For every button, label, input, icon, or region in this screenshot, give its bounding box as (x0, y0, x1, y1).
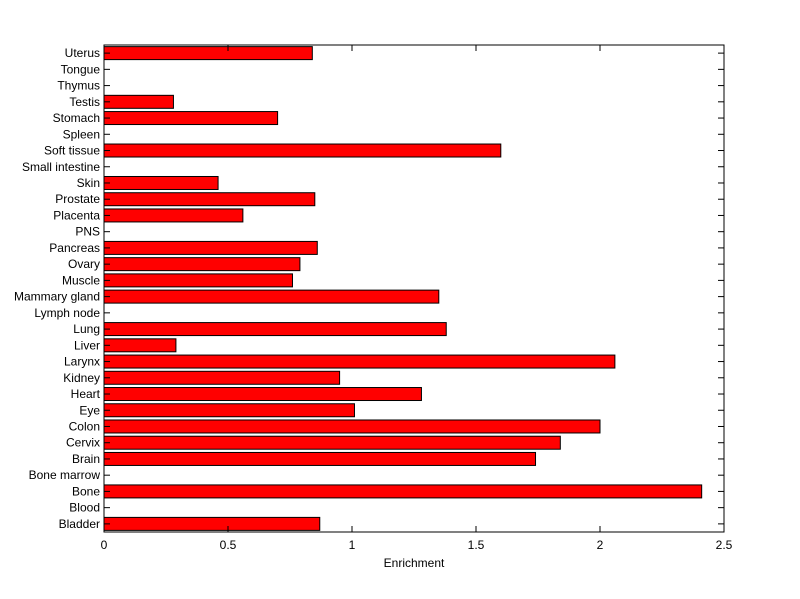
category-label: Soft tissue (44, 144, 100, 158)
category-label: Spleen (63, 127, 100, 141)
category-label: Bone (72, 484, 100, 498)
category-label: Kidney (63, 371, 100, 385)
category-label: Colon (69, 419, 100, 433)
bar-cervix (103, 435, 561, 450)
category-label: Prostate (55, 192, 100, 206)
bar-bladder (103, 516, 321, 531)
bar-uterus (103, 46, 313, 61)
category-label: Uterus (65, 46, 100, 60)
category-label: Tongue (61, 62, 101, 76)
category-label: Placenta (53, 208, 100, 222)
bar-eye (103, 403, 355, 418)
bar-prostate (103, 192, 316, 207)
bar-heart (103, 387, 422, 402)
bar-placenta (103, 208, 244, 223)
category-label: Larynx (64, 355, 100, 369)
bar-skin (103, 175, 219, 190)
bar-stomach (103, 111, 279, 126)
x-tick-label: 1 (349, 538, 356, 552)
category-label: Cervix (66, 436, 100, 450)
bar-muscle (103, 273, 293, 288)
bar-colon (103, 419, 601, 434)
x-tick-label: 0 (101, 538, 108, 552)
bar-soft-tissue (103, 143, 502, 158)
plot-area-frame (103, 44, 725, 533)
category-label: Skin (77, 176, 100, 190)
category-label: Thymus (57, 79, 100, 93)
category-label: Lymph node (34, 306, 100, 320)
x-tick-label: 0.5 (220, 538, 237, 552)
category-label: Eye (79, 403, 100, 417)
bar-bone (103, 484, 703, 499)
x-tick-label: 2.5 (716, 538, 733, 552)
category-label: Pancreas (49, 241, 100, 255)
category-label: Muscle (62, 273, 100, 287)
bar-mammary-gland (103, 289, 440, 304)
bar-lung (103, 322, 447, 337)
category-label: Small intestine (22, 160, 100, 174)
bar-pancreas (103, 240, 318, 255)
category-label: Lung (73, 322, 100, 336)
category-label: Stomach (53, 111, 100, 125)
category-label: Testis (69, 95, 100, 109)
category-label: PNS (75, 225, 100, 239)
bar-larynx (103, 354, 616, 369)
category-label: Ovary (68, 257, 100, 271)
category-label: Bone marrow (29, 468, 101, 482)
category-label: Bladder (59, 517, 100, 531)
category-label: Heart (71, 387, 101, 401)
category-label: Brain (72, 452, 100, 466)
category-labels: Uterus Tongue Thymus Testis Stomach Spleen Sof… (14, 46, 101, 531)
category-label: Mammary gland (14, 290, 100, 304)
bars-group (103, 46, 703, 531)
category-label: Liver (74, 338, 100, 352)
bar-liver (103, 338, 177, 353)
category-label: Blood (69, 501, 100, 515)
bar-kidney (103, 370, 341, 385)
x-tick-label: 2 (597, 538, 604, 552)
bar-ovary (103, 257, 301, 272)
x-tick-label: 1.5 (468, 538, 485, 552)
bar-testis (103, 94, 174, 109)
bar-brain (103, 451, 537, 466)
x-tick-labels: 0 0.5 1 1.5 2 2.5 (101, 538, 733, 552)
x-axis-label: Enrichment (384, 556, 445, 570)
